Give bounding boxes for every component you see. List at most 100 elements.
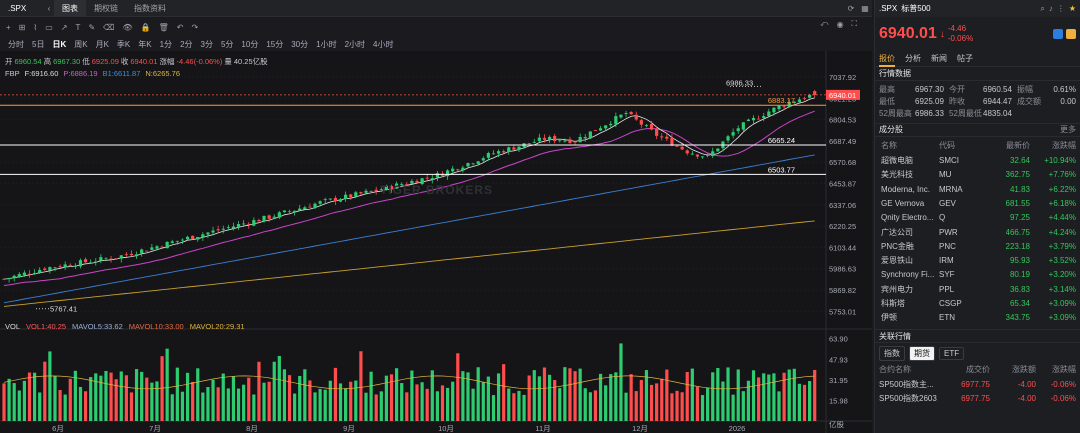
stock-row[interactable]: PNC金融 PNC 223.18 +3.79%: [875, 240, 1080, 253]
candle-body: [706, 155, 710, 156]
panel-tab-0[interactable]: 报价: [879, 51, 895, 67]
level-label: 6503.77: [768, 165, 795, 174]
volume-bar: [293, 393, 297, 421]
period-tab-5[interactable]: 季K: [116, 39, 131, 49]
period-tab-9[interactable]: 3分: [200, 39, 213, 49]
rel-price: 6977.75: [961, 394, 990, 403]
star-icon[interactable]: ★: [1068, 4, 1076, 13]
bell-icon[interactable]: ♪: [1048, 4, 1053, 13]
chevron-left-icon[interactable]: ‹: [47, 3, 51, 13]
draw-tool-10-icon[interactable]: 🗑: [158, 22, 169, 32]
draw-tool-5-icon[interactable]: T: [75, 22, 81, 32]
period-tab-8[interactable]: 2分: [180, 39, 193, 49]
candle-body: [247, 223, 251, 225]
period-tab-4[interactable]: 月K: [95, 39, 109, 49]
tab-options-chain[interactable]: 期权链: [94, 3, 118, 13]
stock-code: PPL: [939, 284, 955, 294]
stock-row[interactable]: 科斯塔 CSGP 65.34 +3.09%: [875, 297, 1080, 310]
more-link[interactable]: 更多: [1060, 125, 1076, 134]
tab-index-info[interactable]: 指数资料: [134, 3, 166, 13]
stock-row[interactable]: 宾州电力 PPL 36.83 +3.14%: [875, 283, 1080, 296]
draw-tool-6-icon[interactable]: ✎: [88, 22, 96, 32]
period-tab-13[interactable]: 30分: [291, 39, 309, 49]
volume-bar: [236, 388, 241, 421]
related-tab-1[interactable]: 期货: [909, 345, 935, 361]
draw-tool-1-icon[interactable]: ⊞: [18, 22, 26, 32]
volume-bar: [201, 392, 205, 421]
period-tab-6[interactable]: 年K: [138, 39, 152, 49]
period-tab-2[interactable]: 日K: [52, 39, 67, 49]
toolbar-right: ⤺ ◉ ⛶: [820, 19, 857, 29]
panel-tab-1[interactable]: 分析: [905, 53, 921, 63]
volume-bar: [83, 391, 88, 421]
period-tab-3[interactable]: 周K: [74, 39, 88, 49]
more-icon[interactable]: ⋮: [1056, 4, 1065, 13]
period-tab-12[interactable]: 15分: [266, 39, 284, 49]
window-restore-icon[interactable]: ⟳: [847, 3, 855, 13]
undo-icon[interactable]: ⤺: [820, 19, 829, 28]
stock-row[interactable]: GE Vernova GEV 681.55 +6.18%: [875, 197, 1080, 210]
draw-tool-9-icon[interactable]: 🔒: [140, 22, 151, 32]
stock-row[interactable]: 广达公司 PWR 466.75 +4.24%: [875, 226, 1080, 239]
volume-bar: [134, 369, 139, 421]
price-chart[interactable]: 7037.926921.236804.536687.496570.686453.…: [0, 51, 872, 433]
related-row[interactable]: SP500指数2603 6977.75 -4.00 -0.06%: [875, 392, 1080, 405]
stock-row[interactable]: 爱恩铁山 IRM 95.93 +3.52%: [875, 254, 1080, 267]
grid-icon[interactable]: ▦: [861, 3, 869, 13]
rel-col-price: 成交价: [966, 365, 990, 374]
vol-name[interactable]: VOL: [5, 322, 21, 331]
panel-change-pct: -0.06%: [947, 34, 974, 43]
stock-code: Q: [939, 213, 946, 223]
stock-row[interactable]: 超微电脑 SMCI 32.64 +10.94%: [875, 154, 1080, 167]
panel-tab-3[interactable]: 帖子: [957, 53, 973, 63]
period-tab-11[interactable]: 10分: [241, 39, 259, 49]
draw-tool-4-icon[interactable]: ↗: [60, 22, 68, 32]
low-label: 低: [82, 57, 90, 66]
expand-icon[interactable]: ⛶: [851, 19, 858, 28]
candle-body: [731, 132, 735, 136]
period-tab-0[interactable]: 分时: [8, 39, 24, 49]
volume-bar: [32, 372, 37, 421]
related-tab-2[interactable]: ETF: [939, 346, 965, 360]
draw-tool-3-icon[interactable]: ▭: [45, 22, 53, 32]
search-icon[interactable]: ⌕: [1040, 3, 1045, 13]
volume-bar: [665, 369, 669, 421]
period-tab-1[interactable]: 5日: [32, 39, 45, 49]
related-tab-0[interactable]: 指数: [879, 345, 905, 361]
volume-bar: [624, 392, 628, 421]
draw-tool-0-icon[interactable]: +: [6, 22, 11, 32]
volume-label: 量: [224, 57, 232, 66]
candle-body: [267, 215, 271, 219]
share-icon[interactable]: [1053, 29, 1063, 39]
draw-tool-11-icon[interactable]: ↶: [176, 22, 184, 32]
candle-body: [374, 189, 378, 191]
volume-bar: [247, 377, 251, 421]
tab-chart[interactable]: 图表: [54, 0, 86, 17]
period-tab-7[interactable]: 1分: [159, 39, 173, 49]
stock-row[interactable]: Qnity Electro... Q 97.25 +4.44%: [875, 211, 1080, 224]
period-tab-15[interactable]: 2小时: [344, 39, 366, 49]
quote-row: 最高 6967.30 今开 6960.54 振幅 0.61%: [879, 84, 1076, 96]
draw-tool-2-icon[interactable]: ⌇: [33, 22, 38, 32]
volume-bar: [68, 378, 72, 421]
stock-row[interactable]: Synchrony Fi... SYF 80.19 +3.20%: [875, 268, 1080, 281]
stock-row[interactable]: Moderna, Inc. MRNA 41.83 +6.22%: [875, 183, 1080, 196]
draw-tool-8-icon[interactable]: 👁: [122, 22, 133, 32]
stock-row[interactable]: 伊顿 ETN 343.75 +3.09%: [875, 311, 1080, 324]
related-row[interactable]: SP500指数主... 6977.75 -4.00 -0.06%: [875, 378, 1080, 391]
candle-body: [619, 114, 623, 118]
camera-icon[interactable]: ◉: [836, 19, 844, 29]
candle-body: [517, 146, 521, 151]
alert-icon[interactable]: [1066, 29, 1076, 39]
volume-bar: [196, 368, 200, 421]
period-tab-14[interactable]: 1小时: [316, 39, 337, 49]
period-tab-16[interactable]: 4小时: [373, 39, 394, 49]
indicator-name[interactable]: FBP: [5, 69, 20, 78]
period-tab-10[interactable]: 5分: [220, 39, 234, 49]
panel-tab-2[interactable]: 新闻: [931, 53, 947, 63]
stock-row[interactable]: 美光科技 MU 362.75 +7.76%: [875, 168, 1080, 181]
candle-body: [216, 229, 220, 231]
draw-tool-7-icon[interactable]: ⌫: [103, 22, 115, 32]
draw-tool-12-icon[interactable]: ↷: [191, 22, 199, 32]
volume-bar: [726, 367, 730, 421]
